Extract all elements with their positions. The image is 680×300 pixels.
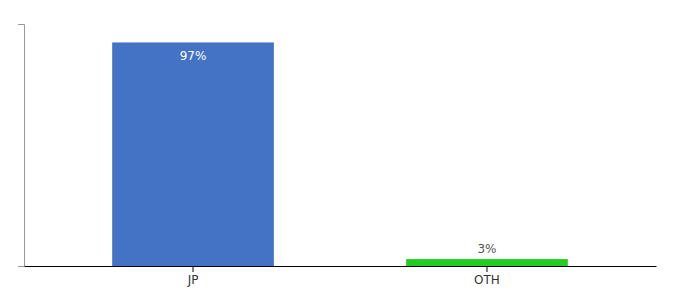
bar [406,259,568,266]
plot-area: JP OTH 97% 3% [18,25,657,287]
chart-container: JP OTH 97% 3% [0,0,680,300]
bars [112,42,568,266]
data-label: 97% [180,49,207,63]
x-axis: JP OTH [25,266,657,287]
y-axis [18,25,25,267]
x-tick-mark [193,266,194,272]
x-tick: JP [187,266,199,287]
chart-svg: JP OTH 97% 3% [0,0,680,300]
x-tick-label: JP [187,273,199,287]
data-labels: 97% 3% [180,49,497,256]
x-tick: OTH [474,266,500,287]
bar [112,42,274,266]
data-label: 3% [477,242,496,256]
x-tick-label: OTH [474,273,500,287]
x-tick-mark [486,266,487,272]
y-axis-line [18,25,25,267]
x-axis-line [25,266,657,267]
